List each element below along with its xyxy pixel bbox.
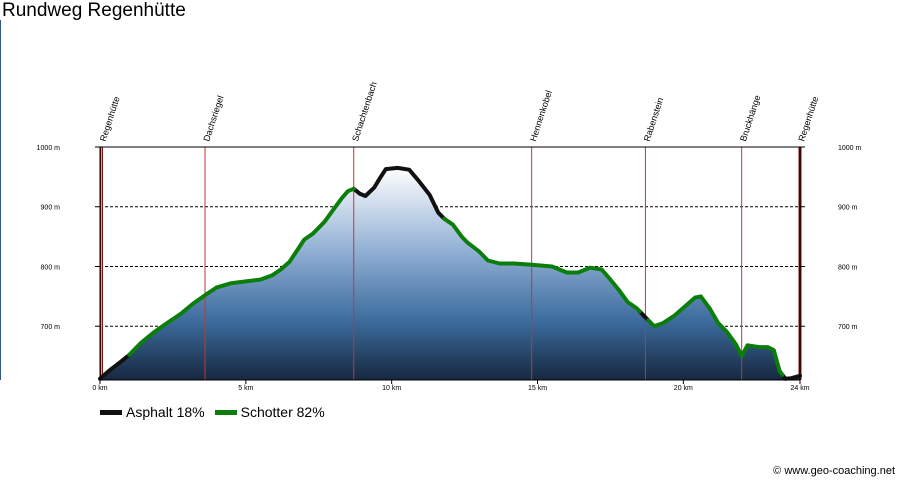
y-tick-label-left-1000: 1000 m — [37, 145, 61, 152]
axes — [95, 146, 805, 384]
profile-area — [100, 167, 800, 380]
y-tick-label-right-800: 800 m — [838, 264, 858, 271]
legend-swatch-schotter — [214, 409, 237, 415]
profile-line-asphalt-1 — [351, 165, 447, 221]
y-tick-label-left-800: 800 m — [41, 264, 61, 271]
y-tick-label-right-700: 700 m — [838, 324, 858, 331]
profile-fill — [100, 167, 800, 380]
x-tick-label-15: 15 km — [528, 385, 547, 392]
waypoint-label-3: Hennenkobel — [528, 89, 554, 143]
y-tick-label-left-900: 900 m — [41, 205, 61, 212]
y-tick-label-right-1000: 1000 m — [838, 145, 862, 152]
waypoint-label-5: Bruckhänge — [738, 94, 762, 143]
legend-label-schotter: Schotter 82% — [240, 404, 325, 420]
x-tick-label-5: 5 km — [238, 385, 253, 392]
legend-label-asphalt: Asphalt 18% — [126, 404, 205, 420]
y-tick-label-left-700: 700 m — [41, 324, 61, 331]
profile-line-asphalt-0 — [98, 352, 132, 381]
x-tick-label-20: 20 km — [674, 385, 693, 392]
elevation-chart: 700 m 700 m 800 m 800 m 900 m 900 m 1000 m 1000… — [37, 81, 862, 392]
x-tick-label-24: 24 km — [790, 385, 809, 392]
left-edge-bar — [0, 20, 1, 380]
profile-line-schotter-0 — [127, 186, 356, 357]
profile-line-schotter-2 — [646, 294, 785, 377]
waypoint-label-2: Schachtenbach — [350, 81, 379, 143]
waypoint-label-0: Regenhütte — [98, 95, 122, 142]
profile-line-asphalt-3 — [780, 372, 802, 381]
profile-line-schotter-1 — [442, 216, 642, 314]
waypoint-label-6: Regenhütte — [796, 95, 820, 142]
waypoint-label-4: Rabenstein — [642, 96, 666, 142]
y-tick-label-right-900: 900 m — [838, 205, 858, 212]
legend-swatch-asphalt — [100, 409, 122, 415]
legend: Asphalt 18% Schotter 82% — [100, 404, 335, 420]
x-tick-label-10: 10 km — [382, 385, 401, 392]
x-tick-label-0: 0 km — [92, 385, 107, 392]
chart-title: Rundweg Regenhütte — [2, 0, 186, 21]
profile-line — [98, 165, 802, 381]
copyright-text: © www.geo-coaching.net — [773, 465, 895, 477]
legend-item-asphalt: Asphalt 18% — [100, 404, 205, 420]
legend-item-schotter: Schotter 82% — [214, 404, 325, 420]
waypoint-label-1: Dachsriegel — [201, 94, 225, 142]
